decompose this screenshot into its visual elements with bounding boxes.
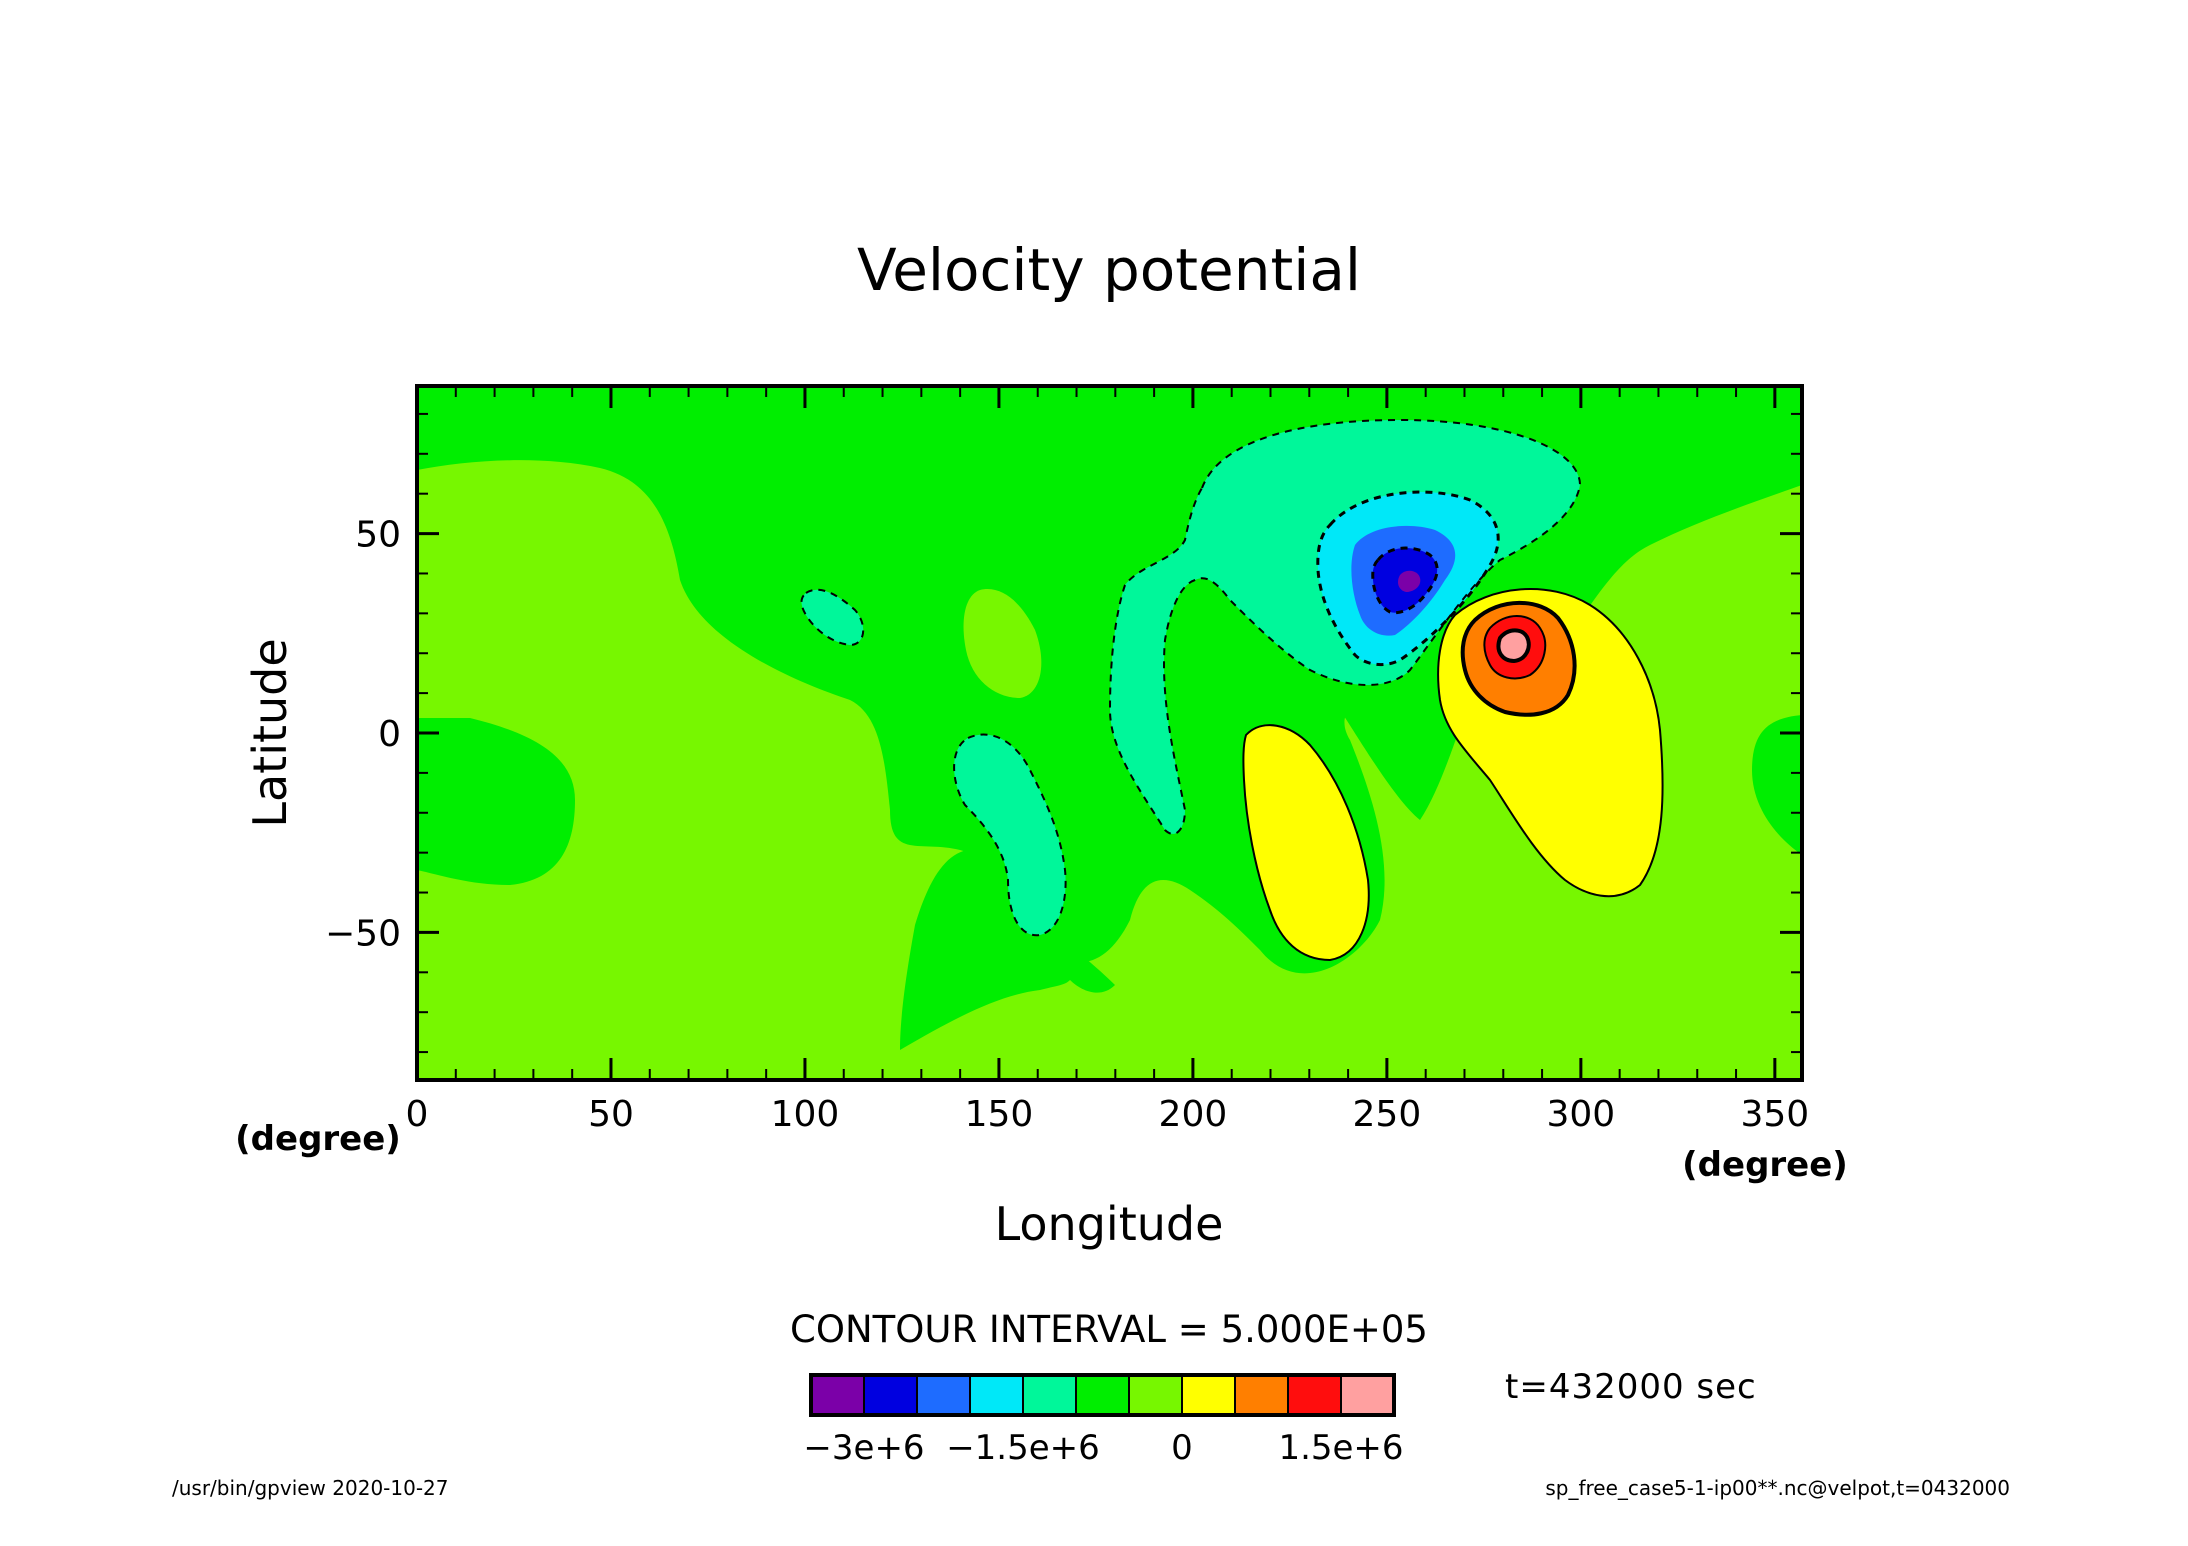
time-label: t=432000 sec bbox=[1505, 1367, 1757, 1407]
y-axis-title: Latitude bbox=[243, 638, 297, 827]
x-tick-label: 200 bbox=[1159, 1094, 1228, 1135]
footer-right: sp_free_case5-1-ip00**.nc@velpot,t=04320… bbox=[1545, 1476, 2010, 1500]
contour-interval-label: CONTOUR INTERVAL = 5.000E+05 bbox=[790, 1308, 1428, 1351]
fill-region-lime-main bbox=[417, 460, 1802, 1080]
fill-region-green-south bbox=[900, 849, 1115, 1050]
contour-pos-east bbox=[1437, 588, 1664, 898]
x-tick-label: 100 bbox=[771, 1094, 840, 1135]
colorbar-tick-label: 1.5e+6 bbox=[1278, 1428, 1403, 1468]
colorbar-swatch bbox=[969, 1374, 1024, 1416]
fill-region-green-west bbox=[417, 718, 575, 885]
x-unit-label: (degree) bbox=[1682, 1145, 1848, 1185]
fill-region-lime-island bbox=[963, 589, 1042, 698]
y-tick-label: −50 bbox=[325, 913, 401, 954]
x-tick-label: 250 bbox=[1353, 1094, 1422, 1135]
colorbar-tick-label: 0 bbox=[1171, 1428, 1193, 1468]
fill-region-purple bbox=[1398, 570, 1421, 592]
colorbar-swatch bbox=[1075, 1374, 1130, 1416]
y-tick-label: 0 bbox=[378, 714, 401, 755]
contour-neg-cyan bbox=[1316, 490, 1500, 667]
x-tick-label: 150 bbox=[965, 1094, 1034, 1135]
contour-pos-orange bbox=[1460, 600, 1577, 717]
fill-region-negative-south bbox=[954, 734, 1066, 936]
colorbar-swatch bbox=[1340, 1374, 1395, 1416]
footer-left: /usr/bin/gpview 2020-10-27 bbox=[172, 1476, 449, 1500]
colorbar-tick-label: −3e+6 bbox=[803, 1428, 924, 1468]
x-tick-label: 50 bbox=[588, 1094, 634, 1135]
colorbar-tick-label: −1.5e+6 bbox=[946, 1428, 1100, 1468]
colorbar-swatch bbox=[916, 1374, 971, 1416]
fill-region-green-center bbox=[1210, 640, 1472, 820]
fill-region-green-east bbox=[1752, 715, 1802, 855]
y-tick-label: 50 bbox=[355, 515, 401, 556]
x-axis-title: Longitude bbox=[995, 1197, 1224, 1251]
negative-contour-lines bbox=[800, 418, 1582, 937]
colorbar-frame bbox=[809, 1373, 1396, 1417]
x-tick-label: 300 bbox=[1547, 1094, 1616, 1135]
plot-area bbox=[417, 386, 1802, 1080]
colorbar-swatch bbox=[863, 1374, 918, 1416]
colorbar-swatch bbox=[1022, 1374, 1077, 1416]
contour-neg-blue bbox=[1371, 546, 1439, 615]
x-tick-label: 0 bbox=[406, 1094, 429, 1135]
contour-neg-north bbox=[1108, 418, 1582, 835]
positive-contour-lines bbox=[1242, 588, 1664, 962]
contour-pos-pink bbox=[1496, 628, 1531, 664]
y-axis: −50 0 50 bbox=[325, 412, 1802, 1054]
contour-pos-west bbox=[1242, 724, 1370, 962]
colorbar-swatch bbox=[1128, 1374, 1183, 1416]
colorbar: −3e+6 −1.5e+6 0 1.5e+6 bbox=[803, 1373, 1404, 1468]
fill-region-positive-west bbox=[1243, 725, 1369, 960]
colorbar-swatch bbox=[1181, 1374, 1236, 1416]
fill-region-negative-small bbox=[801, 589, 864, 645]
colorbar-swatch bbox=[810, 1374, 865, 1416]
contour-neg-south bbox=[953, 733, 1067, 937]
x-axis: 0 50 100 150 200 250 300 350 bbox=[406, 386, 1809, 1135]
contour-pos-red bbox=[1483, 615, 1547, 680]
x-tick-label: 350 bbox=[1740, 1094, 1809, 1135]
chart-title: Velocity potential bbox=[857, 236, 1361, 304]
fill-region-pink bbox=[1498, 630, 1529, 661]
colorbar-swatch bbox=[1287, 1374, 1342, 1416]
colorbar-swatch bbox=[1234, 1374, 1289, 1416]
y-unit-label: (degree) bbox=[235, 1119, 401, 1159]
